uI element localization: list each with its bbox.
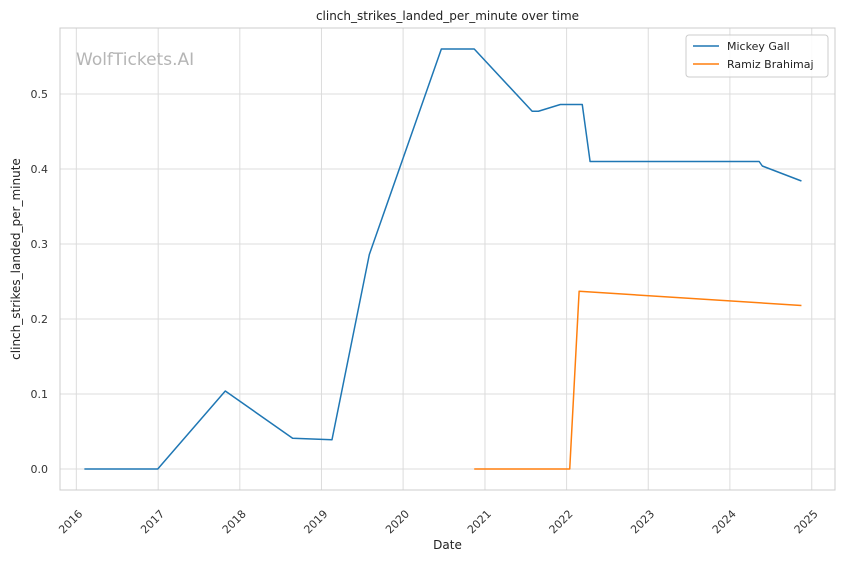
legend-label: Mickey Gall xyxy=(727,40,790,53)
chart-title: clinch_strikes_landed_per_minute over ti… xyxy=(316,9,579,23)
y-tick-label: 0.4 xyxy=(31,163,49,176)
y-tick-label: 0.2 xyxy=(31,313,49,326)
plot-frame xyxy=(59,27,836,491)
series-lines xyxy=(84,48,802,470)
y-tick-label: 0.3 xyxy=(31,238,49,251)
x-axis-tick-labels: 2016 2017 2018 2019 2020 2021 2022 2023 2024 2025 xyxy=(56,507,820,536)
series-line-0 xyxy=(84,48,802,470)
y-axis-title: clinch_strikes_landed_per_minute xyxy=(9,158,23,360)
y-tick-label: 0.5 xyxy=(31,88,49,101)
y-axis-tick-labels: 0.0 0.1 0.2 0.3 0.4 0.5 xyxy=(31,88,49,476)
watermark-text: WolfTickets.AI xyxy=(76,50,194,70)
legend-box xyxy=(685,34,829,78)
grid-lines xyxy=(60,28,835,490)
series-line-1 xyxy=(474,290,802,470)
x-axis-title: Date xyxy=(433,538,462,552)
legend: Mickey Gall Ramiz Brahimaj xyxy=(685,34,829,78)
y-tick-label: 0.1 xyxy=(31,388,49,401)
y-tick-label: 0.0 xyxy=(31,463,49,476)
legend-label: Ramiz Brahimaj xyxy=(727,58,814,71)
